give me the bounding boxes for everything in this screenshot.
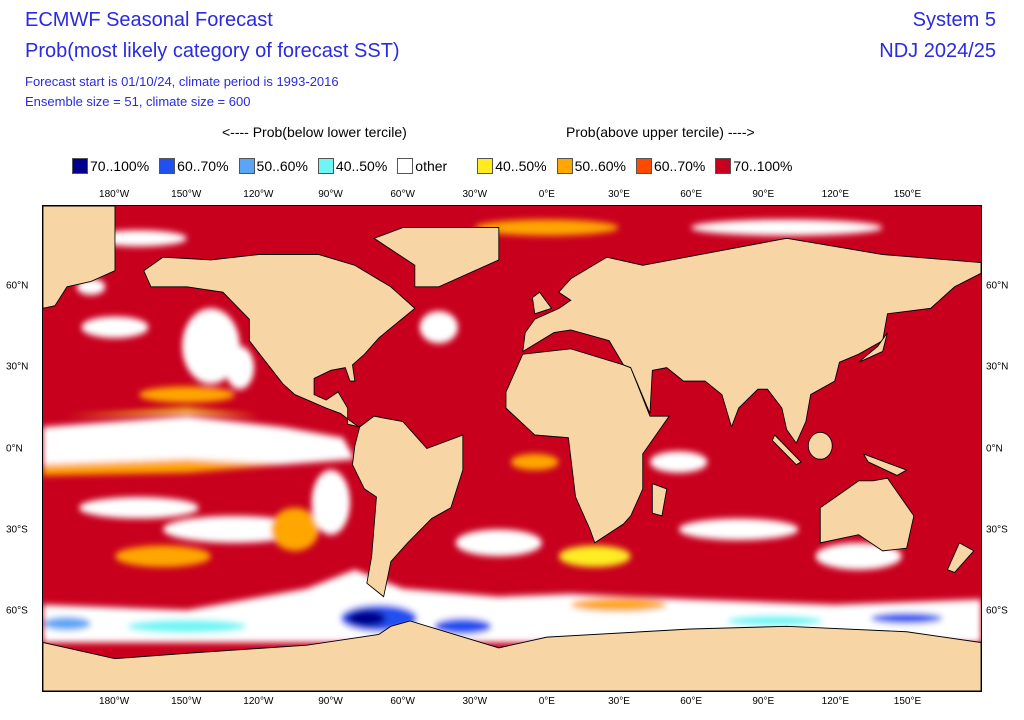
land [43, 206, 981, 691]
lon-tick-label: 90°E [752, 696, 775, 707]
lon-tick-label: 120°E [821, 189, 850, 200]
new-guinea [862, 453, 908, 476]
lon-tick-label: 0°E [538, 696, 555, 707]
probability-patches [43, 219, 981, 643]
lon-tick-label: 150°W [171, 189, 202, 200]
legend-item: 50..60% [238, 158, 308, 174]
legend-swatch [635, 158, 652, 174]
lat-tick-label: 30°N [986, 361, 1009, 373]
lon-tick-label: 30°E [608, 189, 630, 200]
lon-tick-label: 150°W [171, 696, 202, 707]
lon-tick-label: 120°W [243, 696, 274, 707]
legend-label: 70..100% [733, 158, 793, 174]
system-label: System 5 [912, 9, 996, 31]
legend-item: 70..100% [715, 158, 793, 174]
legend-below-heading: <---- Prob(below lower tercile) [222, 124, 407, 140]
south-america [352, 415, 464, 598]
lon-tick-label: 60°W [390, 189, 415, 200]
sumatra [771, 434, 802, 466]
lon-tick-label: 120°W [243, 189, 274, 200]
legend-swatch [556, 158, 573, 174]
legend-item: 40..50% [477, 158, 547, 174]
north-america [143, 254, 416, 428]
uk [531, 291, 553, 315]
legend-item: 60..70% [159, 158, 229, 174]
lat-tick-label: 0°N [986, 443, 1003, 454]
legend-label: 50..60% [256, 158, 308, 174]
legend-swatch [72, 158, 88, 174]
legend-label: 50..60% [574, 158, 626, 174]
siberia-west-wrap [43, 206, 116, 309]
japan [858, 332, 888, 363]
legend-label: 70..100% [90, 158, 150, 174]
lon-tick-label: 120°E [821, 696, 850, 707]
lat-tick-label: 60°S [986, 605, 1008, 617]
lat-tick-label: 60°N [986, 280, 1009, 292]
forecast-info: Forecast start is 01/10/24, climate peri… [25, 74, 339, 89]
lat-tick-label: 0°N [6, 443, 23, 454]
legend-swatch [159, 158, 176, 174]
lon-tick-label: 0°E [538, 189, 555, 200]
lon-tick-label: 60°E [680, 696, 702, 707]
legend-swatch [477, 158, 494, 174]
legend-swatch [715, 158, 732, 174]
lon-tick-label: 30°E [608, 696, 630, 707]
legend-label: 40..50% [495, 158, 547, 174]
lon-tick-label: 150°E [893, 696, 922, 707]
legend-item: 50..60% [556, 158, 626, 174]
lon-tick-label: 60°E [680, 189, 702, 200]
lon-tick-label: 150°E [893, 189, 922, 200]
legend-label: 60..70% [653, 158, 706, 174]
lon-tick-label: 90°W [318, 189, 343, 200]
lat-tick-label: 30°S [6, 524, 28, 536]
lon-tick-label: 30°W [462, 189, 488, 200]
madagascar [651, 482, 668, 517]
subtitle: Prob(most likely category of forecast SS… [25, 40, 400, 62]
sst-probability-map [42, 205, 982, 692]
legend: 70..100% 60..70% 50..60% 40..50% other 40..50… [72, 158, 803, 174]
legend-label: 60..70% [177, 158, 229, 174]
lat-tick-label: 60°N [6, 280, 29, 292]
legend-label: 40..50% [335, 158, 388, 174]
legend-swatch [238, 158, 255, 174]
lat-tick-label: 60°S [6, 605, 28, 617]
lon-tick-label: 60°W [390, 696, 415, 707]
antarctica [43, 620, 981, 691]
greenland [373, 227, 500, 288]
lon-tick-label: 90°W [318, 696, 343, 707]
lat-tick-label: 30°N [6, 361, 29, 373]
title: ECMWF Seasonal Forecast [25, 9, 273, 31]
legend-label: other [415, 158, 448, 174]
lon-tick-label: 90°E [752, 189, 775, 200]
legend-swatch [397, 158, 414, 174]
legend-item: 40..50% [317, 158, 388, 174]
new-zealand [946, 542, 975, 573]
legend-item: 60..70% [635, 158, 706, 174]
legend-item: other [397, 158, 447, 174]
eurasia [522, 237, 981, 444]
legend-swatch [317, 158, 334, 174]
borneo [807, 431, 833, 460]
africa [505, 348, 670, 544]
lon-tick-label: 30°W [462, 696, 488, 707]
ensemble-info: Ensemble size = 51, climate size = 600 [25, 94, 251, 109]
lon-tick-label: 180°W [99, 696, 130, 707]
legend-above-heading: Prob(above upper tercile) ----> [566, 124, 755, 140]
season-label: NDJ 2024/25 [879, 40, 996, 62]
legend-item: 70..100% [72, 158, 149, 174]
lat-tick-label: 30°S [986, 524, 1008, 536]
australia [819, 477, 915, 552]
lon-tick-label: 180°W [99, 189, 130, 200]
